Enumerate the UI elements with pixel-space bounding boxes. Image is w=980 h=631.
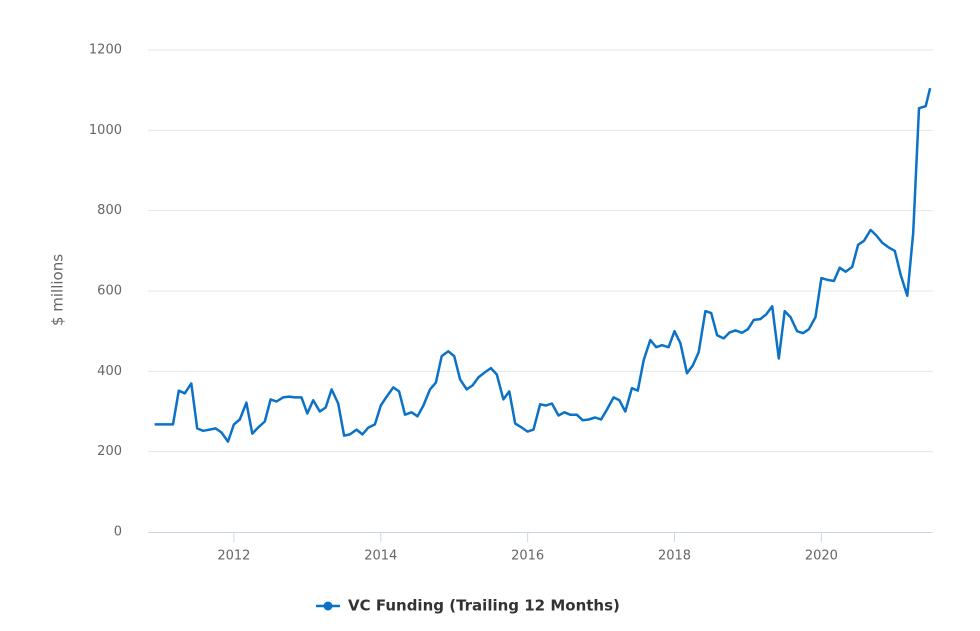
x-tick-label: 2012 bbox=[217, 549, 250, 564]
y-tick-label: 400 bbox=[97, 364, 122, 379]
y-tick-label: 200 bbox=[97, 444, 122, 459]
y-tick-label: 600 bbox=[97, 284, 122, 299]
x-tick-label: 2018 bbox=[658, 549, 691, 564]
y-tick-label: 1200 bbox=[89, 43, 122, 58]
x-tick-label: 2014 bbox=[364, 549, 397, 564]
data-line bbox=[154, 87, 932, 443]
x-tick-label: 2020 bbox=[805, 549, 838, 564]
y-tick-label: 800 bbox=[97, 203, 122, 218]
y-tick-label: 0 bbox=[114, 525, 122, 540]
legend: VC Funding (Trailing 12 Months) bbox=[316, 597, 620, 615]
y-axis-label: $ millions bbox=[49, 254, 67, 326]
y-tick-label: 1000 bbox=[89, 123, 122, 138]
x-tick-label: 2016 bbox=[511, 549, 544, 564]
legend-label: VC Funding (Trailing 12 Months) bbox=[348, 597, 620, 615]
legend-symbol-marker bbox=[323, 601, 333, 611]
